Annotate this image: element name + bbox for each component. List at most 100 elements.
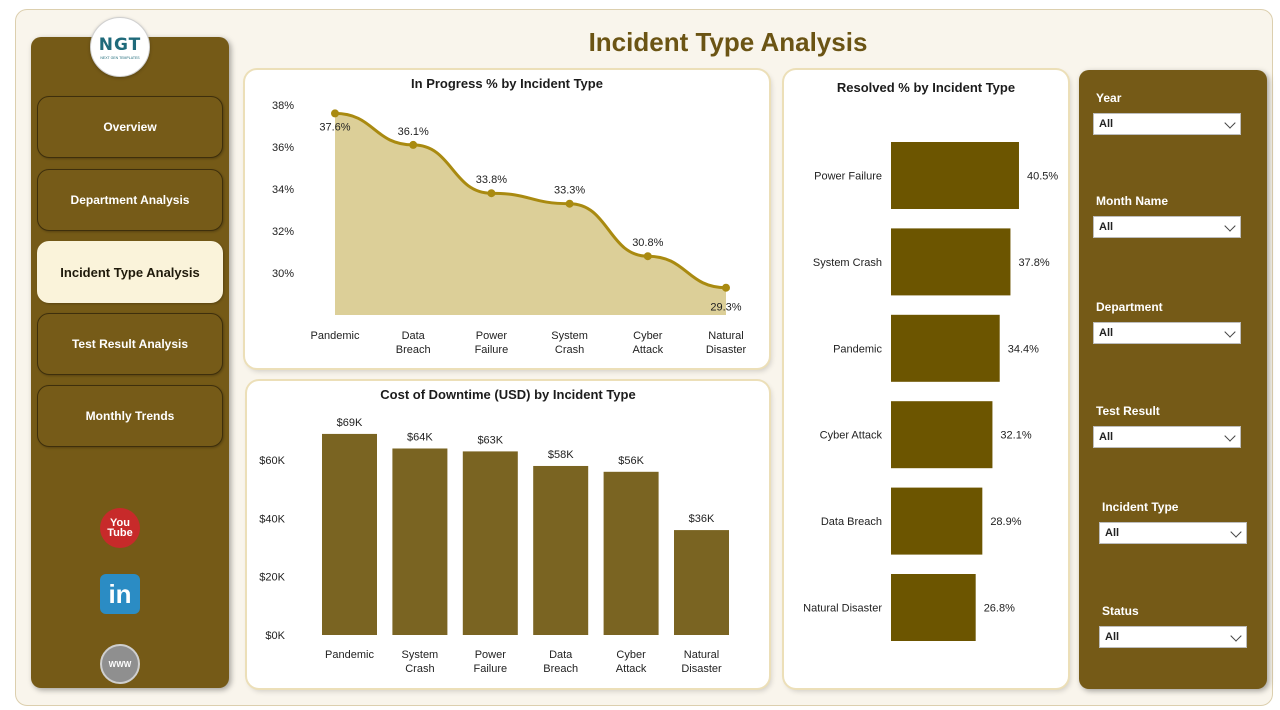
x-tick-label: System xyxy=(551,330,588,342)
filter-incident-type-select[interactable]: All xyxy=(1099,522,1247,544)
x-tick-label: Pandemic xyxy=(311,330,360,342)
x-tick-label: Failure xyxy=(473,663,507,675)
x-tick-label: System xyxy=(402,649,439,661)
linkedin-icon[interactable]: in xyxy=(100,574,140,614)
in-progress-chart-card: In Progress % by Incident Type 30% 32% 34%… xyxy=(245,70,769,368)
chevron-down-icon xyxy=(1224,220,1236,232)
x-tick-label: Pandemic xyxy=(325,649,374,661)
x-tick-label: Natural xyxy=(684,649,719,661)
data-label: 37.8% xyxy=(1018,257,1049,269)
x-tick-label: Power xyxy=(476,330,508,342)
nav-label: Monthly Trends xyxy=(85,409,175,423)
logo-subtitle: NEXT GEN TEMPLATES xyxy=(100,55,140,60)
chevron-down-icon xyxy=(1224,430,1236,442)
filter-department-label: Department xyxy=(1096,300,1163,314)
data-label: 36.1% xyxy=(398,126,429,138)
category-label: Natural Disaster xyxy=(803,603,882,615)
data-label: 37.6% xyxy=(319,121,350,133)
data-label: 28.9% xyxy=(990,516,1021,528)
y-tick-label: 34% xyxy=(272,184,294,196)
youtube-icon[interactable]: You Tube xyxy=(100,508,140,548)
resolved-horizontal-bar-chart: Power Failure 40.5% System Crash 37.8% Pande… xyxy=(803,142,1058,641)
filter-test-result-label: Test Result xyxy=(1096,404,1160,418)
filter-year-select[interactable]: All xyxy=(1093,113,1241,135)
y-tick-label: $40K xyxy=(259,513,285,525)
in-progress-area-chart: 30% 32% 34% 36% 38% 37.6% Pandemic 36.1% Data Bre… xyxy=(272,100,747,356)
series-line xyxy=(334,111,727,290)
bar xyxy=(891,142,1019,209)
bar xyxy=(392,448,448,635)
filter-year-label: Year xyxy=(1096,91,1122,105)
website-icon[interactable]: WWW xyxy=(100,644,140,684)
bar xyxy=(891,401,993,469)
data-label: 29.3% xyxy=(710,302,741,314)
chart-title: In Progress % by Incident Type xyxy=(411,76,603,91)
chevron-down-icon xyxy=(1224,326,1236,338)
filter-department-select[interactable]: All xyxy=(1093,322,1241,344)
filter-value: All xyxy=(1099,118,1114,130)
data-label: $56K xyxy=(618,455,644,467)
nav-incident-type-analysis-button[interactable]: Incident Type Analysis xyxy=(37,241,223,303)
y-tick-label: $60K xyxy=(259,455,285,467)
cost-of-downtime-bar-chart: $0K $20K $40K $60K $69K Pandemic $64K System Cra… xyxy=(259,417,729,675)
nav-overview-button[interactable]: Overview xyxy=(37,96,223,158)
data-point xyxy=(331,109,339,118)
filter-value: All xyxy=(1105,631,1120,643)
filters-panel xyxy=(1079,70,1267,689)
data-label: $36K xyxy=(689,513,715,525)
filter-status-select[interactable]: All xyxy=(1099,626,1247,648)
nav-department-analysis-button[interactable]: Department Analysis xyxy=(37,169,223,231)
logo: NGT NEXT GEN TEMPLATES xyxy=(90,17,150,77)
y-tick-label: $20K xyxy=(259,572,285,584)
cost-of-downtime-chart-card: Cost of Downtime (USD) by Incident Type … xyxy=(247,381,769,688)
x-tick-label: Data xyxy=(549,649,573,661)
bar xyxy=(462,451,518,635)
filter-value: All xyxy=(1099,327,1114,339)
nav-monthly-trends-button[interactable]: Monthly Trends xyxy=(37,385,223,447)
data-label: 40.5% xyxy=(1027,171,1058,183)
bar xyxy=(322,433,377,635)
filter-value: All xyxy=(1099,221,1114,233)
nav-label: Test Result Analysis xyxy=(71,337,189,351)
chevron-down-icon xyxy=(1230,526,1242,538)
nav-test-result-analysis-button[interactable]: Test Result Analysis xyxy=(37,313,223,375)
y-tick-label: $0K xyxy=(265,630,285,642)
data-label: $69K xyxy=(337,417,363,429)
data-label: 26.8% xyxy=(984,603,1015,615)
data-label: 30.8% xyxy=(632,237,663,249)
bar xyxy=(891,574,976,641)
x-tick-label: Breach xyxy=(543,663,578,675)
resolved-chart-card: Resolved % by Incident Type Power Failur… xyxy=(784,70,1068,688)
data-label: 32.1% xyxy=(1000,430,1031,442)
data-point xyxy=(487,189,496,198)
bar xyxy=(891,314,1000,382)
chevron-down-icon xyxy=(1230,630,1242,642)
y-tick-label: 36% xyxy=(272,142,294,154)
data-point xyxy=(565,199,574,208)
nav-label: Incident Type Analysis xyxy=(60,264,200,280)
data-label: 34.4% xyxy=(1008,343,1039,355)
page-title: Incident Type Analysis xyxy=(588,27,868,57)
filter-incident-type-label: Incident Type xyxy=(1102,500,1179,514)
x-tick-label: Natural xyxy=(708,330,743,342)
x-tick-label: Cyber xyxy=(633,330,663,342)
x-tick-label: Data xyxy=(402,330,426,342)
filter-value: All xyxy=(1099,431,1114,443)
filter-test-result-select[interactable]: All xyxy=(1093,426,1241,448)
bar xyxy=(603,471,659,635)
data-label: $58K xyxy=(548,449,574,461)
x-tick-label: Disaster xyxy=(706,344,747,356)
filter-month-name-select[interactable]: All xyxy=(1093,216,1241,238)
y-tick-label: 38% xyxy=(272,100,294,112)
data-point xyxy=(409,140,418,149)
x-tick-label: Disaster xyxy=(681,663,722,675)
x-tick-label: Attack xyxy=(616,663,647,675)
x-tick-label: Crash xyxy=(405,663,434,675)
category-label: System Crash xyxy=(813,257,882,269)
data-label: 33.8% xyxy=(476,174,507,186)
data-label: $63K xyxy=(477,434,503,446)
category-label: Power Failure xyxy=(814,171,882,183)
x-tick-label: Crash xyxy=(555,344,584,356)
filter-month-name-label: Month Name xyxy=(1096,194,1168,208)
bar xyxy=(891,228,1011,296)
